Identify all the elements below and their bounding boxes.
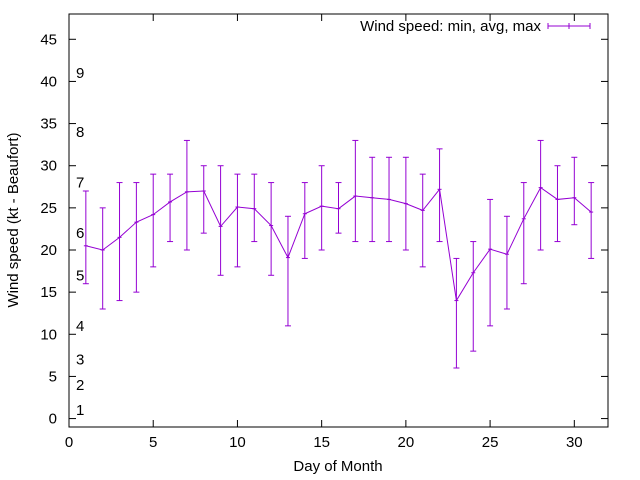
y-tick-label: 25 (40, 200, 57, 217)
series-group (82, 139, 595, 369)
y-tick-label: 30 (40, 158, 57, 175)
x-tick-label: 30 (566, 434, 583, 451)
beaufort-label: 6 (76, 225, 84, 242)
y-tick-label: 40 (40, 73, 57, 90)
legend-label: Wind speed: min, avg, max (360, 18, 541, 35)
x-tick-label: 25 (482, 434, 499, 451)
y-tick-label: 20 (40, 242, 57, 259)
beaufort-label: 3 (76, 352, 84, 369)
beaufort-label: 4 (76, 318, 84, 335)
beaufort-label: 8 (76, 124, 84, 141)
beaufort-label: 5 (76, 267, 84, 284)
y-tick-label: 35 (40, 116, 57, 133)
beaufort-label: 2 (76, 377, 84, 394)
beaufort-label: 9 (76, 65, 84, 82)
x-axis-label: Day of Month (293, 458, 382, 475)
y-tick-label: 10 (40, 326, 57, 343)
plot-frame (68, 13, 609, 428)
y-tick-label: 0 (49, 411, 57, 428)
x-tick-label: 20 (398, 434, 415, 451)
y-axis-label: Wind speed (kt - Beaufort) (5, 132, 22, 307)
x-tick-label: 0 (65, 434, 73, 451)
x-tick-label: 15 (313, 434, 330, 451)
legend: Wind speed: min, avg, max (360, 18, 591, 35)
x-tick-label: 5 (149, 434, 157, 451)
beaufort-label: 1 (76, 402, 84, 419)
y-tick-label: 5 (49, 368, 57, 385)
beaufort-scale-labels: 1 2 3 4 5 6 7 8 9 (76, 65, 84, 419)
y-tick-label: 45 (40, 31, 57, 48)
y-tick-label: 15 (40, 284, 57, 301)
beaufort-label: 7 (76, 175, 84, 192)
x-tick-label: 10 (229, 434, 246, 451)
